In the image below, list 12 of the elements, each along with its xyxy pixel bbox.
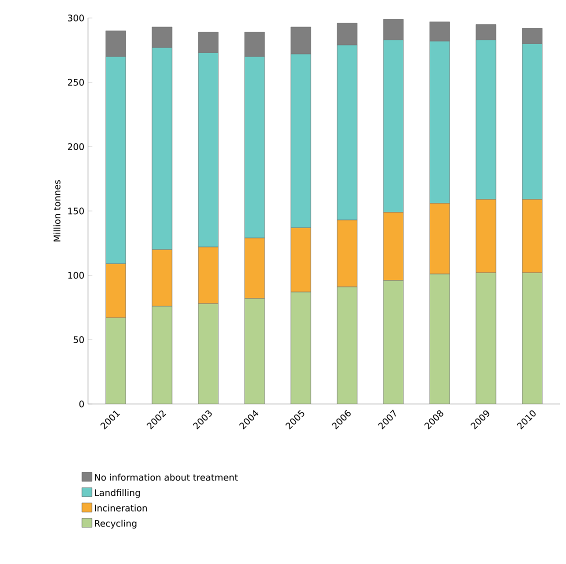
legend-label: Recycling (95, 520, 136, 529)
legend-label: Incineration (95, 504, 147, 512)
y-tick-label: 50 (74, 336, 84, 344)
y-tick-label: 150 (68, 208, 84, 214)
legend-label: Landfilling (95, 489, 140, 498)
y-tick-label: 200 (68, 143, 84, 150)
y-tick-label: 300 (68, 14, 84, 22)
y-tick-label: 250 (68, 78, 84, 86)
y-tick-label: 100 (68, 272, 84, 279)
legend-label: No information about treatment (95, 474, 238, 481)
y-tick-label: 0 (79, 400, 84, 408)
y-axis-title: Million tonnes (53, 180, 60, 242)
